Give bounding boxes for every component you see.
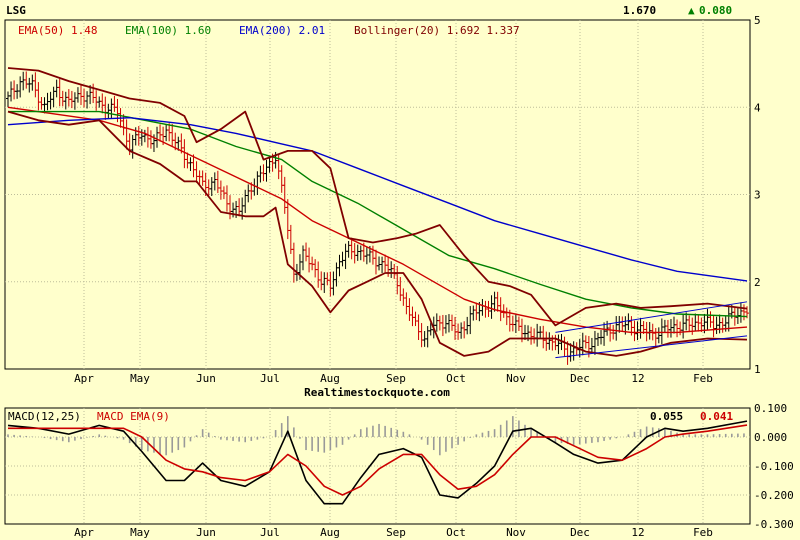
price-x-tick-label: Jun: [196, 372, 216, 385]
symbol-label: LSG: [6, 4, 26, 17]
price-x-tick-label: May: [130, 372, 150, 385]
price-x-tick-label: Jul: [260, 372, 280, 385]
price-y-axis: 5 4 3 2 1: [754, 14, 761, 376]
macd-plot: [7, 416, 748, 505]
price-change: 0.080: [699, 4, 732, 17]
site-watermark: Realtimestockquote.com: [304, 386, 450, 399]
price-legend: EMA(50) 1.48 EMA(100) 1.60 EMA(200) 2.01…: [18, 24, 520, 37]
legend-ema100: EMA(100) 1.60: [125, 24, 211, 37]
price-y-tick-label: 1: [754, 363, 761, 376]
macd-label: MACD(12,25): [8, 410, 81, 423]
ema100-line: [8, 110, 748, 318]
macd-grid: [5, 408, 750, 524]
macd-x-tick-label: Dec: [570, 526, 590, 539]
last-price: 1.670: [623, 4, 656, 17]
macd-signal-line: [8, 424, 748, 496]
price-x-tick-label: Dec: [570, 372, 590, 385]
legend-ema50: EMA(50) 1.48: [18, 24, 97, 37]
price-x-axis: Apr May Jun Jul Aug Sep Oct Nov Dec 12 Feb: [74, 372, 713, 385]
bollinger-upper-line: [7, 67, 748, 327]
trend-channel-upper: [555, 301, 748, 333]
macd-x-axis: Apr May Jun Jul Aug Sep Oct Nov Dec 12 Feb: [74, 526, 713, 539]
ema200-line: [7, 117, 748, 282]
macd-x-tick-label: May: [130, 526, 150, 539]
legend-ema200: EMA(200) 2.01: [239, 24, 325, 37]
macd-y-axis: 0.100 0.000 -0.100 -0.200 -0.300: [754, 402, 794, 531]
macd-y-tick-label: -0.200: [754, 489, 794, 502]
price-x-tick-label: Apr: [74, 372, 94, 385]
macd-signal-label: MACD EMA(9): [97, 410, 170, 423]
up-arrow-icon: ▲: [688, 4, 695, 17]
price-x-tick-label: Oct: [446, 372, 466, 385]
price-y-tick-label: 4: [754, 101, 761, 114]
price-plot: [6, 67, 749, 365]
macd-x-tick-label: Sep: [386, 526, 406, 539]
macd-x-tick-label: Nov: [506, 526, 526, 539]
macd-y-tick-label: -0.100: [754, 460, 794, 473]
macd-signal-value: 0.041: [700, 410, 733, 423]
macd-x-tick-label: Feb: [693, 526, 713, 539]
macd-line: [7, 420, 748, 505]
macd-value: 0.055: [650, 410, 683, 423]
ema50-line: [7, 106, 748, 334]
legend-bollinger: Bollinger(20) 1.692 1.337: [354, 24, 520, 37]
price-x-tick-label: Feb: [693, 372, 713, 385]
price-x-tick-label: Aug: [320, 372, 340, 385]
macd-x-tick-label: Oct: [446, 526, 466, 539]
price-y-tick-label: 2: [754, 276, 761, 289]
macd-x-tick-label: Aug: [320, 526, 340, 539]
macd-y-tick-label: -0.300: [754, 518, 794, 531]
macd-x-tick-label: Apr: [74, 526, 94, 539]
trend-channel-lower: [555, 335, 748, 359]
price-x-tick-label: Nov: [506, 372, 526, 385]
macd-y-tick-label: 0.000: [754, 431, 787, 444]
macd-x-tick-label: Jun: [196, 526, 216, 539]
price-y-tick-label: 5: [754, 14, 761, 27]
price-x-tick-label: Sep: [386, 372, 406, 385]
macd-x-tick-label: Jul: [260, 526, 280, 539]
bollinger-lower-line: [7, 110, 748, 357]
price-y-tick-label: 3: [754, 189, 761, 202]
macd-x-tick-label: 12: [631, 526, 644, 539]
macd-y-tick-label: 0.100: [754, 402, 787, 415]
price-x-tick-label: 12: [631, 372, 644, 385]
